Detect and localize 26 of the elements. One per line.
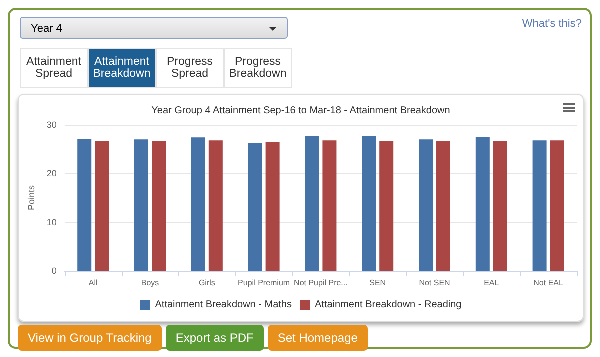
y-tick-label: 10 <box>46 217 57 228</box>
x-tick-label: EAL <box>484 278 500 288</box>
text: Year 4 <box>20 17 288 39</box>
x-tick-label: Not EAL <box>534 278 564 288</box>
x-tick-label: SEN <box>370 278 386 288</box>
x-tick-label: All <box>88 278 98 288</box>
y-tick-label: 30 <box>46 120 57 130</box>
legend-label: Attainment Breakdown - Maths <box>155 300 292 310</box>
x-tick-label: Pupil Premium <box>238 278 290 288</box>
y-tick-label: 0 <box>52 266 57 276</box>
text: Export as PDF <box>166 325 264 351</box>
text: What's this? <box>522 18 582 30</box>
text: Progress Spread <box>156 48 224 88</box>
x-tick-label: Boys <box>141 278 160 288</box>
y-tick-label: 20 <box>46 168 57 179</box>
y-axis-title: Points <box>26 184 36 211</box>
text: Progress Breakdown <box>224 48 292 88</box>
x-tick-label: Girls <box>198 278 216 288</box>
text: Attainment Spread <box>20 48 88 88</box>
text: Set Homepage <box>268 325 368 351</box>
chart-title: Year Group 4 Attainment Sep-16 to Mar-18 - Attainment Breakdown <box>152 106 450 116</box>
text: Attainment Breakdown <box>88 48 156 88</box>
x-tick-label: Not SEN <box>419 278 451 288</box>
text: View in Group Tracking <box>18 325 162 351</box>
legend-label: Attainment Breakdown - Reading <box>314 300 462 310</box>
x-tick-label: Not Pupil Pre... <box>294 278 348 288</box>
